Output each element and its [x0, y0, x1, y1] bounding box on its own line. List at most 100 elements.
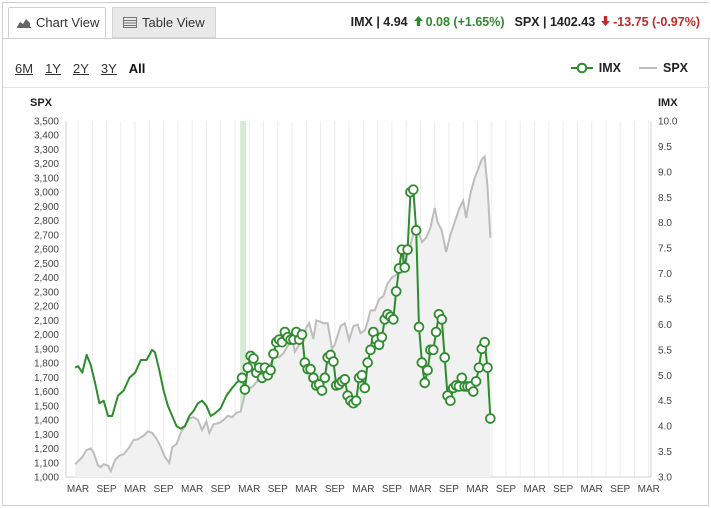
imx-markers [236, 184, 496, 424]
tab-table-view-label: Table View [142, 15, 205, 30]
imx-point [356, 369, 368, 381]
x-tick-label: MAR [523, 484, 545, 495]
header-divider [3, 87, 710, 88]
up-arrow-icon [413, 15, 423, 29]
imx-point [239, 384, 251, 395]
spx-change: -13.75 (-0.97%) [613, 15, 700, 29]
imx-point [242, 362, 254, 373]
right-tick-label: 5.5 [658, 345, 672, 356]
range-6m[interactable]: 6M [15, 61, 34, 76]
imx-point [439, 352, 450, 363]
x-tick-label: MAR [581, 484, 603, 495]
range-1y[interactable]: 1Y [45, 61, 61, 76]
right-tick-label: 9.0 [658, 167, 672, 178]
left-tick-label: 1,100 [34, 458, 59, 469]
left-tick-label: 1,000 [34, 473, 59, 484]
x-tick-label: MAR [181, 484, 203, 495]
left-tick-label: 2,700 [34, 230, 59, 241]
left-tick-label: 2,200 [34, 302, 59, 313]
range-selector: 6M 1Y 2Y 3Y All [15, 61, 145, 76]
spx-area [75, 156, 491, 477]
x-tick-label: SEP [439, 484, 459, 495]
imx-point [427, 344, 439, 356]
imx-point [376, 331, 388, 343]
legend-item-imx[interactable]: IMX [570, 61, 621, 75]
area-chart-icon [17, 17, 31, 28]
left-tick-label: 2,300 [34, 287, 59, 298]
imx-point [362, 357, 373, 368]
range-2y[interactable]: 2Y [72, 61, 89, 76]
imx-point [399, 262, 411, 273]
range-3y[interactable]: 3Y [100, 61, 117, 76]
left-tick-label: 1,600 [34, 387, 59, 398]
imx-point [365, 344, 376, 356]
right-tick-label: 4.5 [658, 396, 672, 407]
imx-point [467, 386, 479, 397]
tab-table-view[interactable]: Table View [112, 7, 216, 38]
range-all[interactable]: All [128, 61, 146, 76]
left-tick-label: 2,100 [34, 316, 59, 327]
left-tick-label: 3,200 [34, 159, 59, 170]
left-tick-label: 1,700 [34, 373, 59, 384]
legend-spx-label: SPX [662, 61, 688, 75]
imx-change: 0.08 (+1.65%) [425, 15, 505, 29]
imx-point [359, 382, 371, 394]
imx-point [319, 372, 331, 384]
x-tick-label: SEP [382, 484, 402, 495]
imx-point [408, 184, 419, 195]
left-axis-title: SPX [30, 97, 53, 109]
imx-point [479, 336, 490, 348]
spx-quote-label: SPX | 1402.43 [514, 15, 596, 29]
left-tick-label: 3,000 [34, 188, 59, 199]
legend-imx-marker-icon [570, 62, 593, 74]
imx-point [265, 364, 276, 376]
x-tick-label: SEP [553, 484, 573, 495]
x-tick-label: MAR [295, 484, 317, 495]
left-tick-label: 3,100 [34, 173, 59, 184]
left-tick-label: 2,400 [34, 273, 59, 284]
imx-point [410, 225, 422, 236]
tab-chart-view[interactable]: Chart View [8, 7, 106, 38]
right-tick-label: 6.0 [658, 320, 672, 331]
imx-point [413, 321, 425, 333]
imx-point [485, 413, 496, 424]
imx-point [248, 353, 259, 364]
legend-item-spx[interactable]: SPX [638, 61, 688, 75]
right-tick-label: 7.0 [658, 269, 672, 280]
imx-point [482, 362, 493, 373]
left-tick-label: 1,800 [34, 359, 59, 370]
x-tick-label: SEP [496, 484, 516, 495]
imx-point [388, 314, 399, 325]
imx-point [422, 364, 433, 376]
imx-point [470, 376, 482, 387]
x-tick-label: SEP [154, 484, 174, 495]
imx-point [268, 348, 279, 360]
left-tick-label: 2,600 [34, 245, 59, 256]
left-tick-label: 2,900 [34, 202, 59, 213]
highlight-band [240, 121, 247, 477]
x-tick-label: MAR [352, 484, 374, 495]
imx-point [473, 362, 485, 373]
down-arrow-icon [601, 15, 611, 29]
imx-point [350, 395, 362, 407]
right-tick-label: 8.0 [658, 218, 672, 229]
x-tick-label: MAR [409, 484, 431, 495]
x-tick-label: MAR [238, 484, 260, 495]
right-tick-label: 3.0 [658, 473, 672, 484]
x-tick-label: MAR [638, 484, 660, 495]
quote-summary: IMX | 4.94 0.08 (+1.65%) SPX | 1402.43 -… [351, 15, 700, 29]
imx-point [390, 286, 402, 297]
tab-chart-view-label: Chart View [36, 15, 100, 30]
left-tick-label: 2,500 [34, 259, 59, 270]
right-tick-label: 3.5 [658, 447, 672, 458]
right-tick-label: 6.5 [658, 295, 672, 306]
imx-point [305, 363, 316, 375]
imx-point [456, 372, 468, 384]
legend-imx-label: IMX [598, 61, 621, 75]
table-icon [123, 17, 137, 28]
left-tick-label: 1,400 [34, 416, 59, 427]
right-tick-label: 7.5 [658, 244, 672, 255]
imx-point [430, 326, 442, 338]
